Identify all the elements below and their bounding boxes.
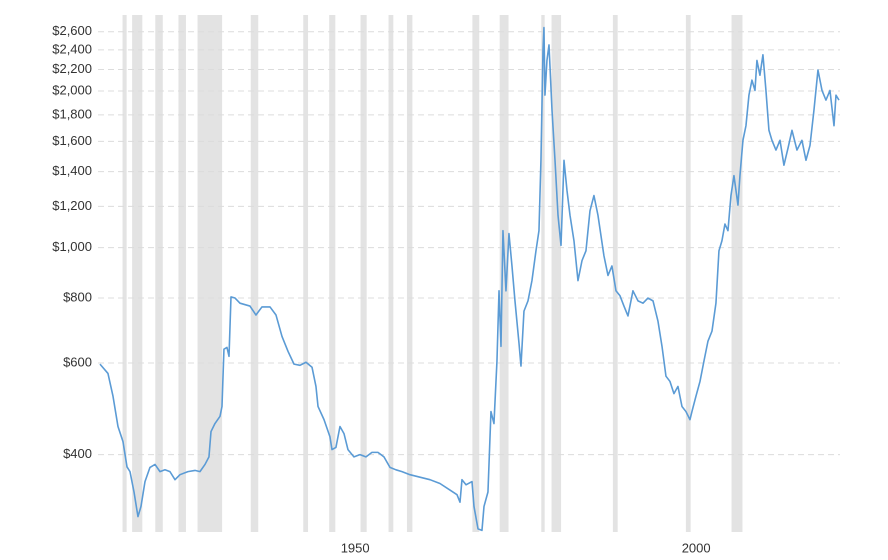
recession-band (499, 15, 509, 532)
y-tick-label: $2,200 (52, 61, 92, 76)
recession-band (551, 15, 562, 532)
recession-band (132, 15, 143, 532)
x-tick-label: 2000 (682, 540, 711, 555)
y-tick-label: $400 (63, 446, 92, 461)
recession-band (472, 15, 480, 532)
recession-band (329, 15, 336, 532)
recession-band (250, 15, 259, 532)
y-tick-label: $1,400 (52, 163, 92, 178)
recession-band (388, 15, 394, 532)
y-tick-label: $600 (63, 354, 92, 369)
y-tick-label: $2,400 (52, 41, 92, 56)
recession-band (541, 15, 545, 532)
y-tick-label: $2,000 (52, 82, 92, 97)
recession-band (303, 15, 309, 532)
recession-band (731, 15, 743, 532)
recession-band (685, 15, 691, 532)
price-line (99, 26, 840, 532)
y-tick-label: $1,000 (52, 239, 92, 254)
x-tick-label: 1950 (341, 540, 370, 555)
recession-band (155, 15, 163, 532)
y-tick-label: $1,600 (52, 133, 92, 148)
recession-band (178, 15, 186, 532)
y-tick-label: $1,800 (52, 106, 92, 121)
y-tick-label: $1,200 (52, 198, 92, 213)
recession-band (360, 15, 367, 532)
recession-band (406, 15, 413, 532)
recession-band (612, 15, 618, 532)
recession-band (122, 15, 127, 532)
y-tick-label: $2,600 (52, 23, 92, 38)
y-tick-label: $800 (63, 289, 92, 304)
